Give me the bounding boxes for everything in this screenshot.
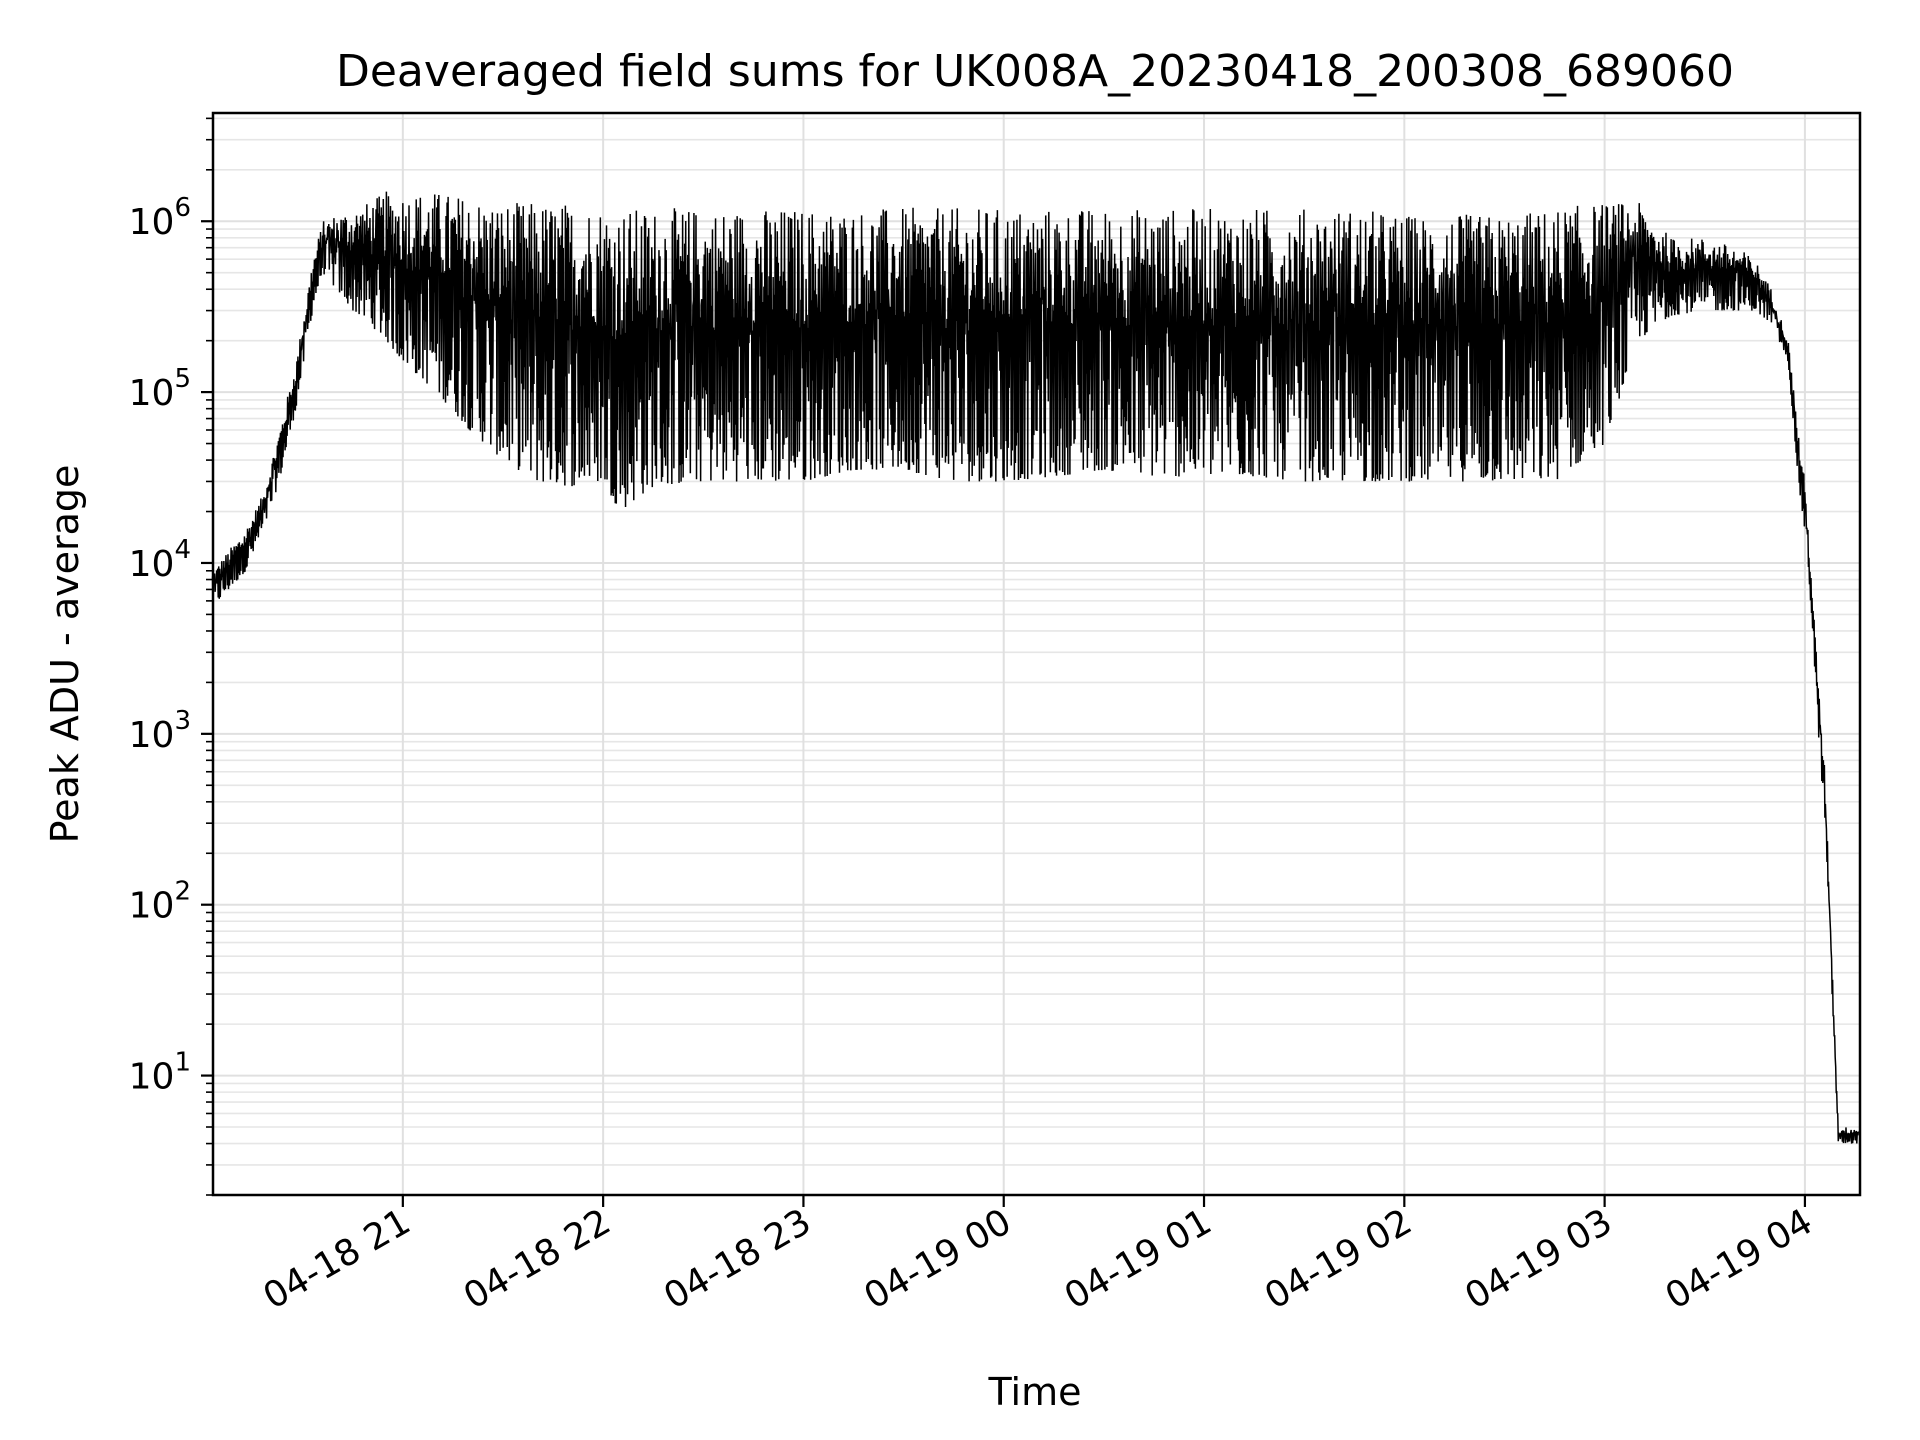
y-tick-label: 105: [129, 364, 191, 414]
y-tick-label: 103: [129, 706, 191, 756]
x-tick-label: 04-18 22: [457, 1201, 618, 1317]
chart-title: Deaveraged field sums for UK008A_2023041…: [336, 46, 1734, 97]
y-tick-label: 102: [129, 877, 191, 927]
y-tick-label: 101: [129, 1048, 191, 1098]
y-axis-label: Peak ADU - average: [43, 465, 87, 844]
y-tick-label: 106: [129, 193, 191, 243]
x-tick-label: 04-19 02: [1258, 1201, 1419, 1317]
grid: [213, 113, 1860, 1196]
x-axis-label: Time: [988, 1370, 1082, 1414]
x-tick-label: 04-19 03: [1458, 1201, 1619, 1317]
plot-frame: [211, 111, 1862, 1197]
x-tick-label: 04-19 01: [1058, 1201, 1219, 1317]
y-tick-label: 104: [129, 535, 191, 585]
x-tick-label: 04-18 23: [657, 1201, 818, 1317]
x-tick-label: 04-19 04: [1659, 1201, 1820, 1317]
x-tick-label: 04-19 00: [858, 1201, 1019, 1317]
series-line: [211, 191, 1860, 1144]
x-tick-label: 04-18 21: [257, 1201, 418, 1317]
